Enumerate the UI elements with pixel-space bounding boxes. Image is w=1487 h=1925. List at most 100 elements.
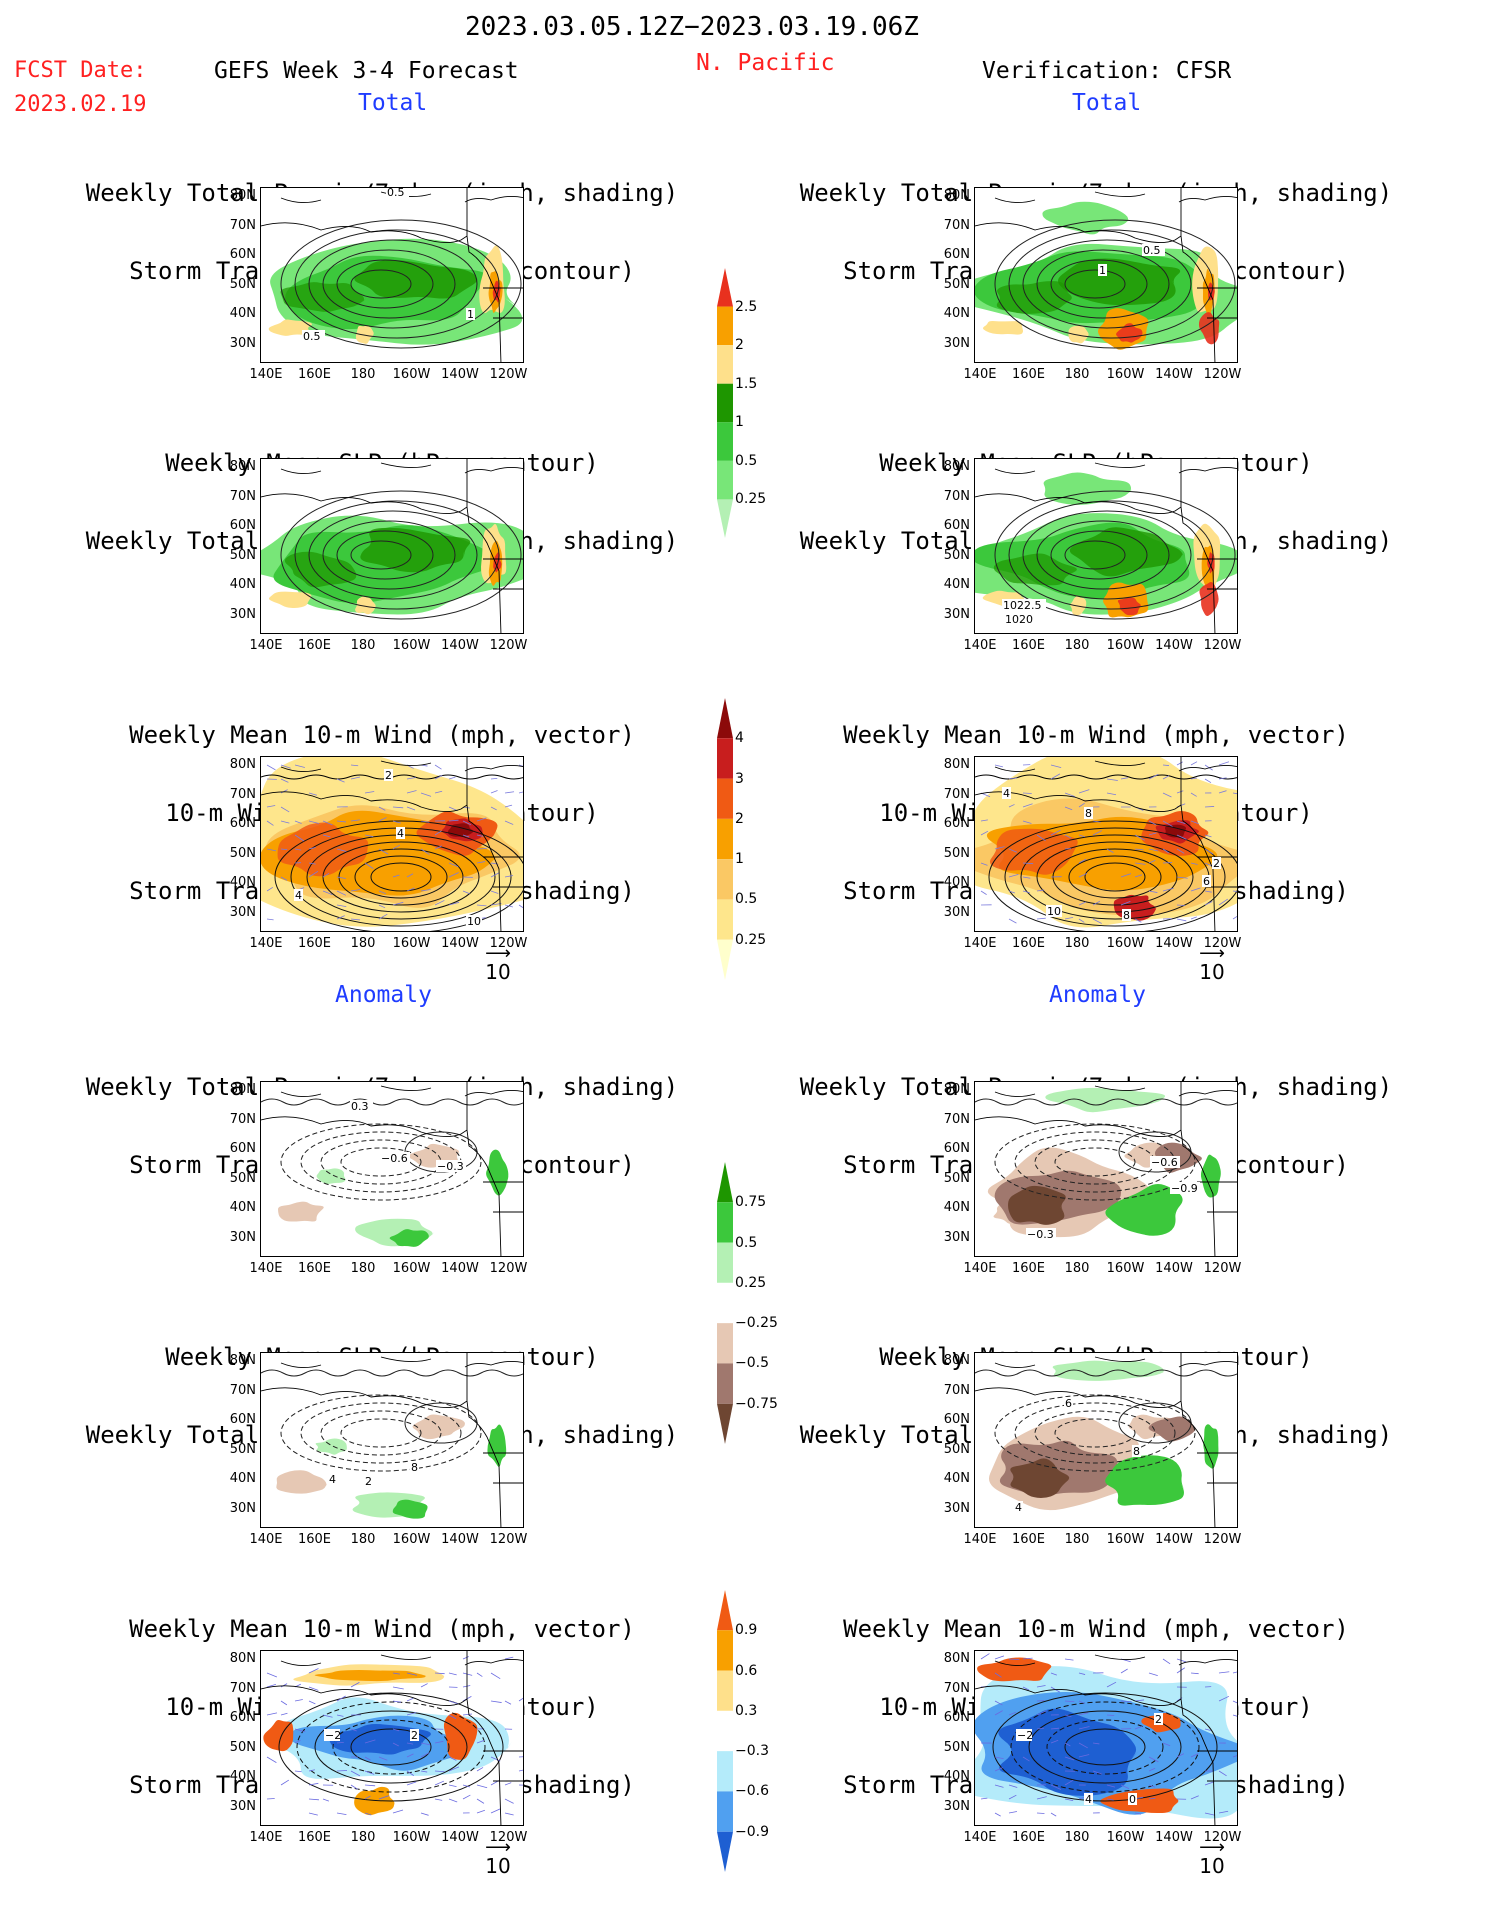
wind-vector <box>294 1770 302 1773</box>
wind-vector <box>294 848 302 851</box>
colorbar-precip-anom <box>717 1162 733 1444</box>
wind-vector <box>1162 792 1172 798</box>
contour-line <box>1050 259 1148 309</box>
wind-vector <box>378 890 386 894</box>
coastline <box>261 1353 523 1527</box>
contour-line <box>322 520 456 590</box>
colorbar-label: 0.3 <box>735 1702 758 1719</box>
lat-tick-label: 50N <box>229 547 256 563</box>
colorbar-label: 0.5 <box>735 891 758 908</box>
lon-tick-label: 160E <box>297 1261 332 1276</box>
section-total-left: Total <box>358 90 428 116</box>
wind-vector <box>1092 900 1101 906</box>
lon-tick-label: 160E <box>1011 1261 1046 1276</box>
wind-vector <box>1190 1672 1199 1675</box>
colorbar-segment <box>717 859 733 900</box>
lon-tick-label: 140W <box>1155 1532 1193 1547</box>
wind-vector <box>336 820 347 823</box>
wind-vector <box>1106 1784 1116 1788</box>
lon-tick-label: 120W <box>489 638 528 653</box>
wind-vector <box>1022 1686 1030 1691</box>
shading-region <box>977 1657 1052 1682</box>
wind-vector <box>1050 1739 1059 1744</box>
wind-vector <box>504 1812 514 1816</box>
colorbar-segment <box>717 1242 733 1283</box>
lon-tick-label: 140E <box>249 1830 283 1845</box>
contour-line <box>994 490 1236 620</box>
wind-vector <box>1064 1756 1075 1761</box>
colorbar-segment <box>717 899 733 940</box>
wind-vector <box>1148 859 1156 864</box>
contour-line <box>1036 841 1194 913</box>
wind-vector <box>1218 761 1230 766</box>
wind-vector <box>1008 890 1015 894</box>
lat-tick-label: 30N <box>943 335 970 351</box>
wind-vector <box>364 862 374 869</box>
wind-vector <box>1232 1714 1237 1717</box>
wind-vector <box>1106 848 1114 853</box>
wind-vector <box>1218 1770 1227 1777</box>
lat-tick-label: 80N <box>943 1651 970 1666</box>
colorbar-label: 3 <box>735 770 744 787</box>
lat-tick-label: 60N <box>943 1141 970 1156</box>
lat-tick-label: 40N <box>943 875 970 890</box>
contour-label: −2 <box>325 1729 341 1742</box>
lat-tick-label: 60N <box>943 247 970 262</box>
wind-vector <box>1120 1784 1130 1789</box>
wind-vector <box>476 1809 485 1814</box>
colorbar-label: 0.9 <box>735 1622 758 1639</box>
contour-label: −0.9 <box>1171 1182 1198 1195</box>
wind-vector <box>378 848 389 855</box>
contour-line <box>370 862 432 892</box>
wind-vector <box>434 1798 443 1801</box>
wind-vector <box>1162 1742 1171 1747</box>
lon-tick-label: 160W <box>392 367 431 382</box>
wind-vector <box>392 844 401 850</box>
lat-tick-label: 70N <box>229 1111 256 1127</box>
wind-vector <box>1148 848 1159 852</box>
wind-vector <box>980 862 988 866</box>
wind-vector <box>448 1784 457 1788</box>
wind-vector <box>1162 1658 1171 1665</box>
contour-line <box>1054 1147 1136 1177</box>
wind-vector <box>1008 777 1018 780</box>
wind-vector <box>1064 806 1073 811</box>
shading-region <box>1203 1424 1219 1469</box>
lat-tick-label: 80N <box>229 757 256 772</box>
wind-vector <box>420 1752 430 1758</box>
wind-vector <box>490 806 497 811</box>
colorbar-label: −0.75 <box>735 1395 778 1412</box>
wind-vector <box>280 778 289 783</box>
contour-line <box>278 1692 504 1802</box>
colorbar-storm-anom <box>717 1590 733 1872</box>
wind-vector <box>420 1770 428 1773</box>
wind-vector <box>1148 1672 1158 1677</box>
wind-vector <box>1218 777 1227 780</box>
wind-vector <box>1176 1753 1185 1758</box>
wind-vector <box>1064 917 1074 920</box>
contour-label-bg <box>1128 1793 1137 1805</box>
wind-vector <box>1036 1812 1045 1814</box>
wind-vector <box>392 901 404 906</box>
lon-tick-label: 180 <box>350 1830 376 1845</box>
wind-vector <box>350 764 359 767</box>
lat-tick-label: 70N <box>943 1382 970 1398</box>
wind-vector <box>1078 789 1090 794</box>
wind-vector <box>1036 1710 1047 1716</box>
wind-vector <box>994 1784 1004 1788</box>
lon-tick-label: 140W <box>1155 638 1193 653</box>
colorbar-segment <box>717 1831 733 1872</box>
shading-region <box>443 1712 478 1760</box>
wind-vector <box>476 1672 483 1677</box>
wind-vector <box>406 1770 415 1776</box>
contour-label-bg <box>1084 807 1093 819</box>
contour-line <box>294 500 500 610</box>
wind-vector <box>336 778 345 783</box>
wind-vector <box>1204 806 1215 808</box>
wind-vector <box>308 1769 315 1772</box>
wind-vector <box>1204 890 1212 893</box>
colorbar-graphic <box>717 1162 733 1444</box>
wind-vector <box>420 1812 429 1816</box>
vector-reference-value: 10 <box>485 960 511 984</box>
lon-tick-label: 180 <box>350 367 376 382</box>
